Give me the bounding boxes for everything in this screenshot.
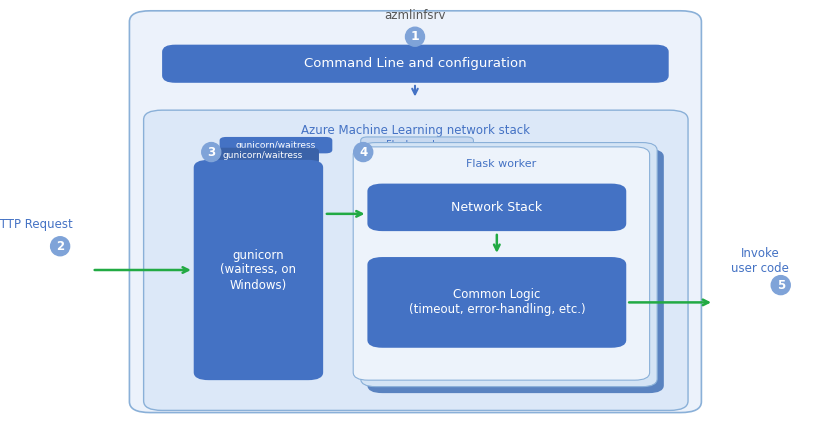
Text: gunicorn/waitress: gunicorn/waitress	[222, 152, 303, 160]
Ellipse shape	[354, 143, 372, 162]
Ellipse shape	[772, 276, 790, 295]
FancyBboxPatch shape	[353, 147, 650, 380]
Text: gunicorn
(waitress, on
Windows): gunicorn (waitress, on Windows)	[220, 248, 296, 292]
FancyBboxPatch shape	[367, 257, 626, 348]
FancyBboxPatch shape	[206, 148, 319, 164]
Text: 2: 2	[56, 240, 64, 253]
Text: gunicorn/waitress: gunicorn/waitress	[235, 141, 316, 149]
FancyBboxPatch shape	[367, 149, 664, 393]
FancyBboxPatch shape	[361, 143, 657, 387]
Text: Command Line and configuration: Command Line and configuration	[304, 57, 527, 70]
FancyBboxPatch shape	[361, 148, 473, 164]
Text: Network Stack: Network Stack	[451, 201, 543, 214]
Text: 3: 3	[207, 146, 215, 159]
Text: HTTP Request: HTTP Request	[0, 218, 73, 231]
Text: 4: 4	[359, 146, 367, 159]
Ellipse shape	[406, 27, 424, 46]
Text: Invoke
user code: Invoke user code	[731, 248, 789, 275]
Ellipse shape	[51, 237, 69, 256]
Text: Flask worker: Flask worker	[466, 159, 537, 169]
FancyBboxPatch shape	[194, 160, 323, 380]
Text: Flask worker: Flask worker	[387, 151, 448, 161]
Text: Azure Machine Learning network stack: Azure Machine Learning network stack	[301, 124, 530, 137]
Text: azmlinfsrv: azmlinfsrv	[384, 9, 446, 22]
FancyBboxPatch shape	[220, 137, 332, 153]
Text: Flask worker: Flask worker	[387, 140, 448, 150]
Text: Flask worker: Flask worker	[473, 153, 544, 163]
FancyBboxPatch shape	[361, 143, 657, 387]
Text: 1: 1	[411, 30, 419, 43]
FancyBboxPatch shape	[163, 45, 668, 82]
Text: 5: 5	[777, 279, 785, 292]
FancyBboxPatch shape	[361, 137, 473, 153]
Ellipse shape	[202, 143, 220, 162]
FancyBboxPatch shape	[129, 11, 701, 413]
Text: Common Logic
(timeout, error-handling, etc.): Common Logic (timeout, error-handling, e…	[408, 289, 585, 316]
FancyBboxPatch shape	[367, 184, 626, 231]
FancyBboxPatch shape	[144, 110, 688, 410]
